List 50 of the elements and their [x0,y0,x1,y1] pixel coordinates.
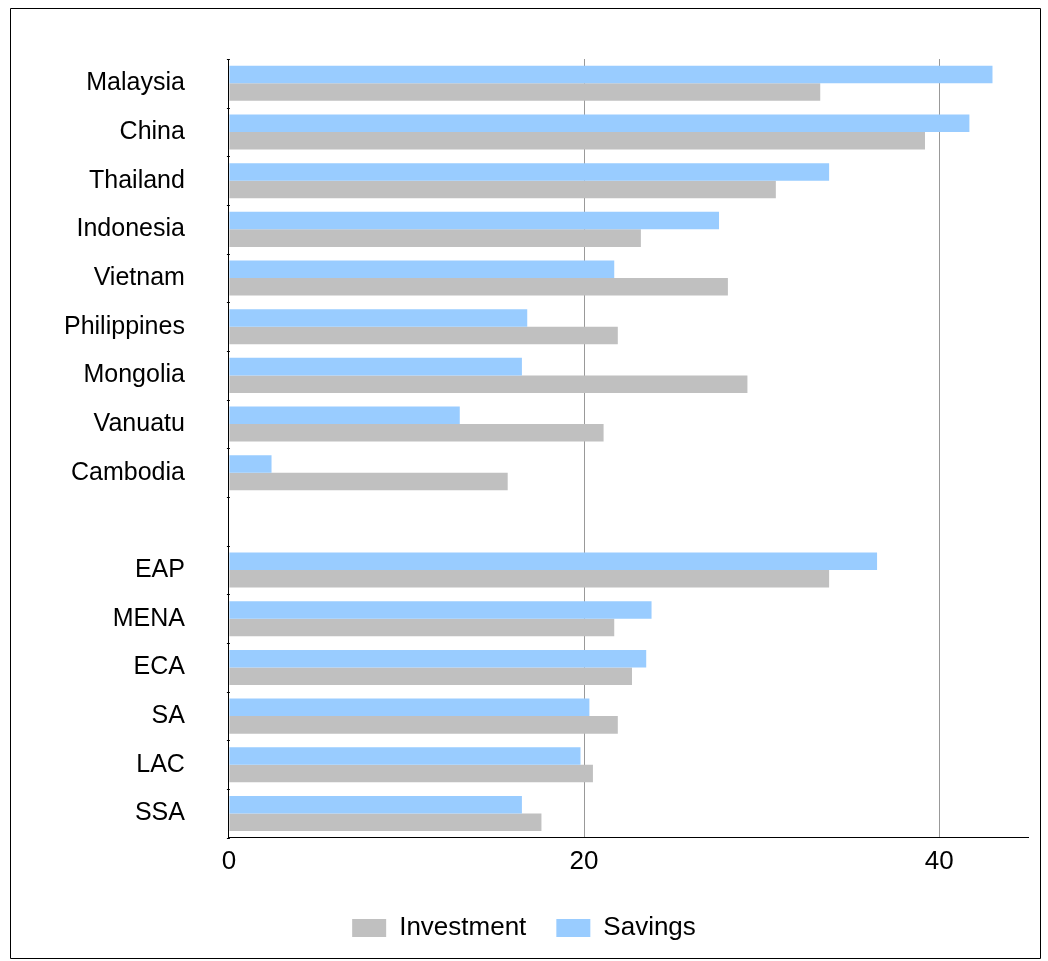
y-tick-label: SSA [134,797,186,826]
y-tick-label: ECA [133,651,186,680]
y-tick-label: Cambodia [70,456,186,485]
bar [229,698,590,717]
bar [229,813,542,831]
x-tick-label: 40 [924,844,954,875]
y-tick-label: Thailand [89,164,185,193]
x-tick-label: 0 [221,844,237,875]
bar [229,795,522,814]
bar [229,667,633,685]
bar [229,764,593,783]
y-tick-label: China [119,115,185,144]
y-tick-label: Indonesia [76,213,185,242]
bar [229,260,615,279]
bar [229,180,776,199]
y-tick-label: SA [151,700,186,728]
bar [229,211,720,230]
bar [229,424,604,442]
y-tick-label: MENA [112,602,186,631]
bar [229,83,821,101]
bar [229,65,993,84]
bar [229,472,508,491]
y-tick-label: Vanuatu [93,407,185,436]
bar [229,114,970,133]
y-tick-label: LAC [136,748,185,777]
bar [229,455,272,473]
bar [229,229,641,247]
legend-label: Investment [399,911,528,942]
y-tick-label: Philippines [63,310,185,339]
bar [229,406,460,425]
bar [229,552,878,571]
bar [229,649,647,668]
bar [229,163,830,181]
bar [229,309,528,327]
legend-label: Savings [603,911,696,942]
bar [229,326,618,345]
bar [229,747,581,765]
bar [229,375,748,393]
bar [229,618,615,637]
bar [229,357,522,376]
x-tick-label: 20 [569,844,599,875]
bar [229,278,728,296]
bar [229,132,926,150]
bar [229,570,830,588]
y-tick-label: Vietnam [93,261,185,290]
bar [229,716,618,734]
y-tick-label: Malaysia [86,67,185,96]
y-tick-label: Mongolia [83,359,186,388]
bar [229,601,652,619]
y-tick-label: EAP [134,553,185,582]
